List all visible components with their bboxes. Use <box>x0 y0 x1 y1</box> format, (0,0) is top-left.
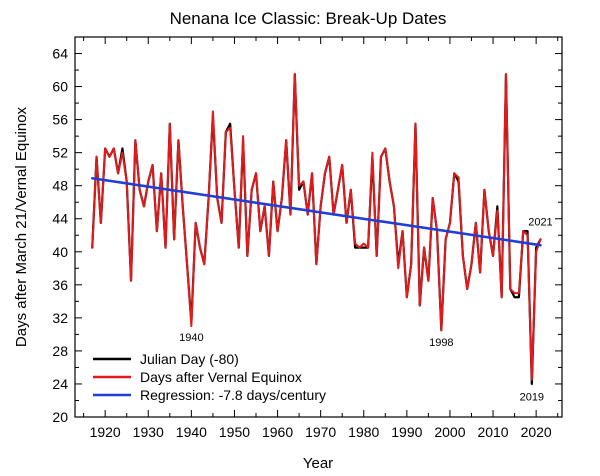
legend: Julian Day (-80) Days after Vernal Equin… <box>93 351 326 403</box>
annotation-1998: 1998 <box>429 337 453 349</box>
y-axis-label: Days after March 21/Vernal Equinox <box>13 106 30 347</box>
y-tick-label: 32 <box>52 310 68 326</box>
x-tick-label: 1950 <box>219 424 250 440</box>
annotation-2021: 2021 <box>528 216 552 228</box>
plot-frame <box>74 36 563 418</box>
x-ticks: 1920 1930 1940 1950 1960 1970 1980 1990 2000 2010… <box>83 37 559 440</box>
x-tick-label: 2010 <box>477 424 508 440</box>
annotation-1940: 1940 <box>179 332 203 344</box>
y-tick-label: 28 <box>52 343 68 359</box>
x-axis-label: Year <box>303 455 333 472</box>
y-tick-label: 52 <box>52 145 68 161</box>
y-tick-label: 56 <box>52 112 68 128</box>
series-line-regression <box>90 176 542 247</box>
series-line-days-after-equinox <box>91 73 542 381</box>
y-tick-label: 48 <box>52 178 68 194</box>
y-tick-label: 20 <box>52 409 68 425</box>
y-tick-label: 64 <box>52 46 68 62</box>
legend-label-regression: Regression: -7.8 days/century <box>140 387 326 403</box>
y-tick-label: 60 <box>52 79 68 95</box>
x-tick-label: 2020 <box>521 424 552 440</box>
x-tick-label: 1990 <box>391 424 422 440</box>
y-ticks: 20 24 28 32 36 40 44 48 52 56 60 64 <box>52 36 562 425</box>
x-tick-label: 1960 <box>262 424 293 440</box>
legend-label-days-after-equinox: Days after Vernal Equinox <box>140 369 302 385</box>
legend-label-julian-day: Julian Day (-80) <box>140 351 239 367</box>
y-tick-label: 40 <box>52 244 68 260</box>
series-layer <box>90 73 542 386</box>
x-tick-label: 1940 <box>176 424 207 440</box>
x-tick-label: 2000 <box>434 424 465 440</box>
x-tick-label: 1970 <box>305 424 336 440</box>
y-tick-label: 44 <box>52 211 68 227</box>
chart-title: Nenana Ice Classic: Break-Up Dates <box>170 9 447 28</box>
x-tick-label: 1920 <box>90 424 121 440</box>
x-tick-label: 1930 <box>133 424 164 440</box>
y-tick-label: 36 <box>52 277 68 293</box>
annotation-2019: 2019 <box>520 391 544 403</box>
x-tick-label: 1980 <box>348 424 379 440</box>
annotation-layer: 1940 1998 2019 2021 <box>179 216 553 403</box>
series-line-julian-day <box>91 73 542 386</box>
y-tick-label: 24 <box>52 376 68 392</box>
